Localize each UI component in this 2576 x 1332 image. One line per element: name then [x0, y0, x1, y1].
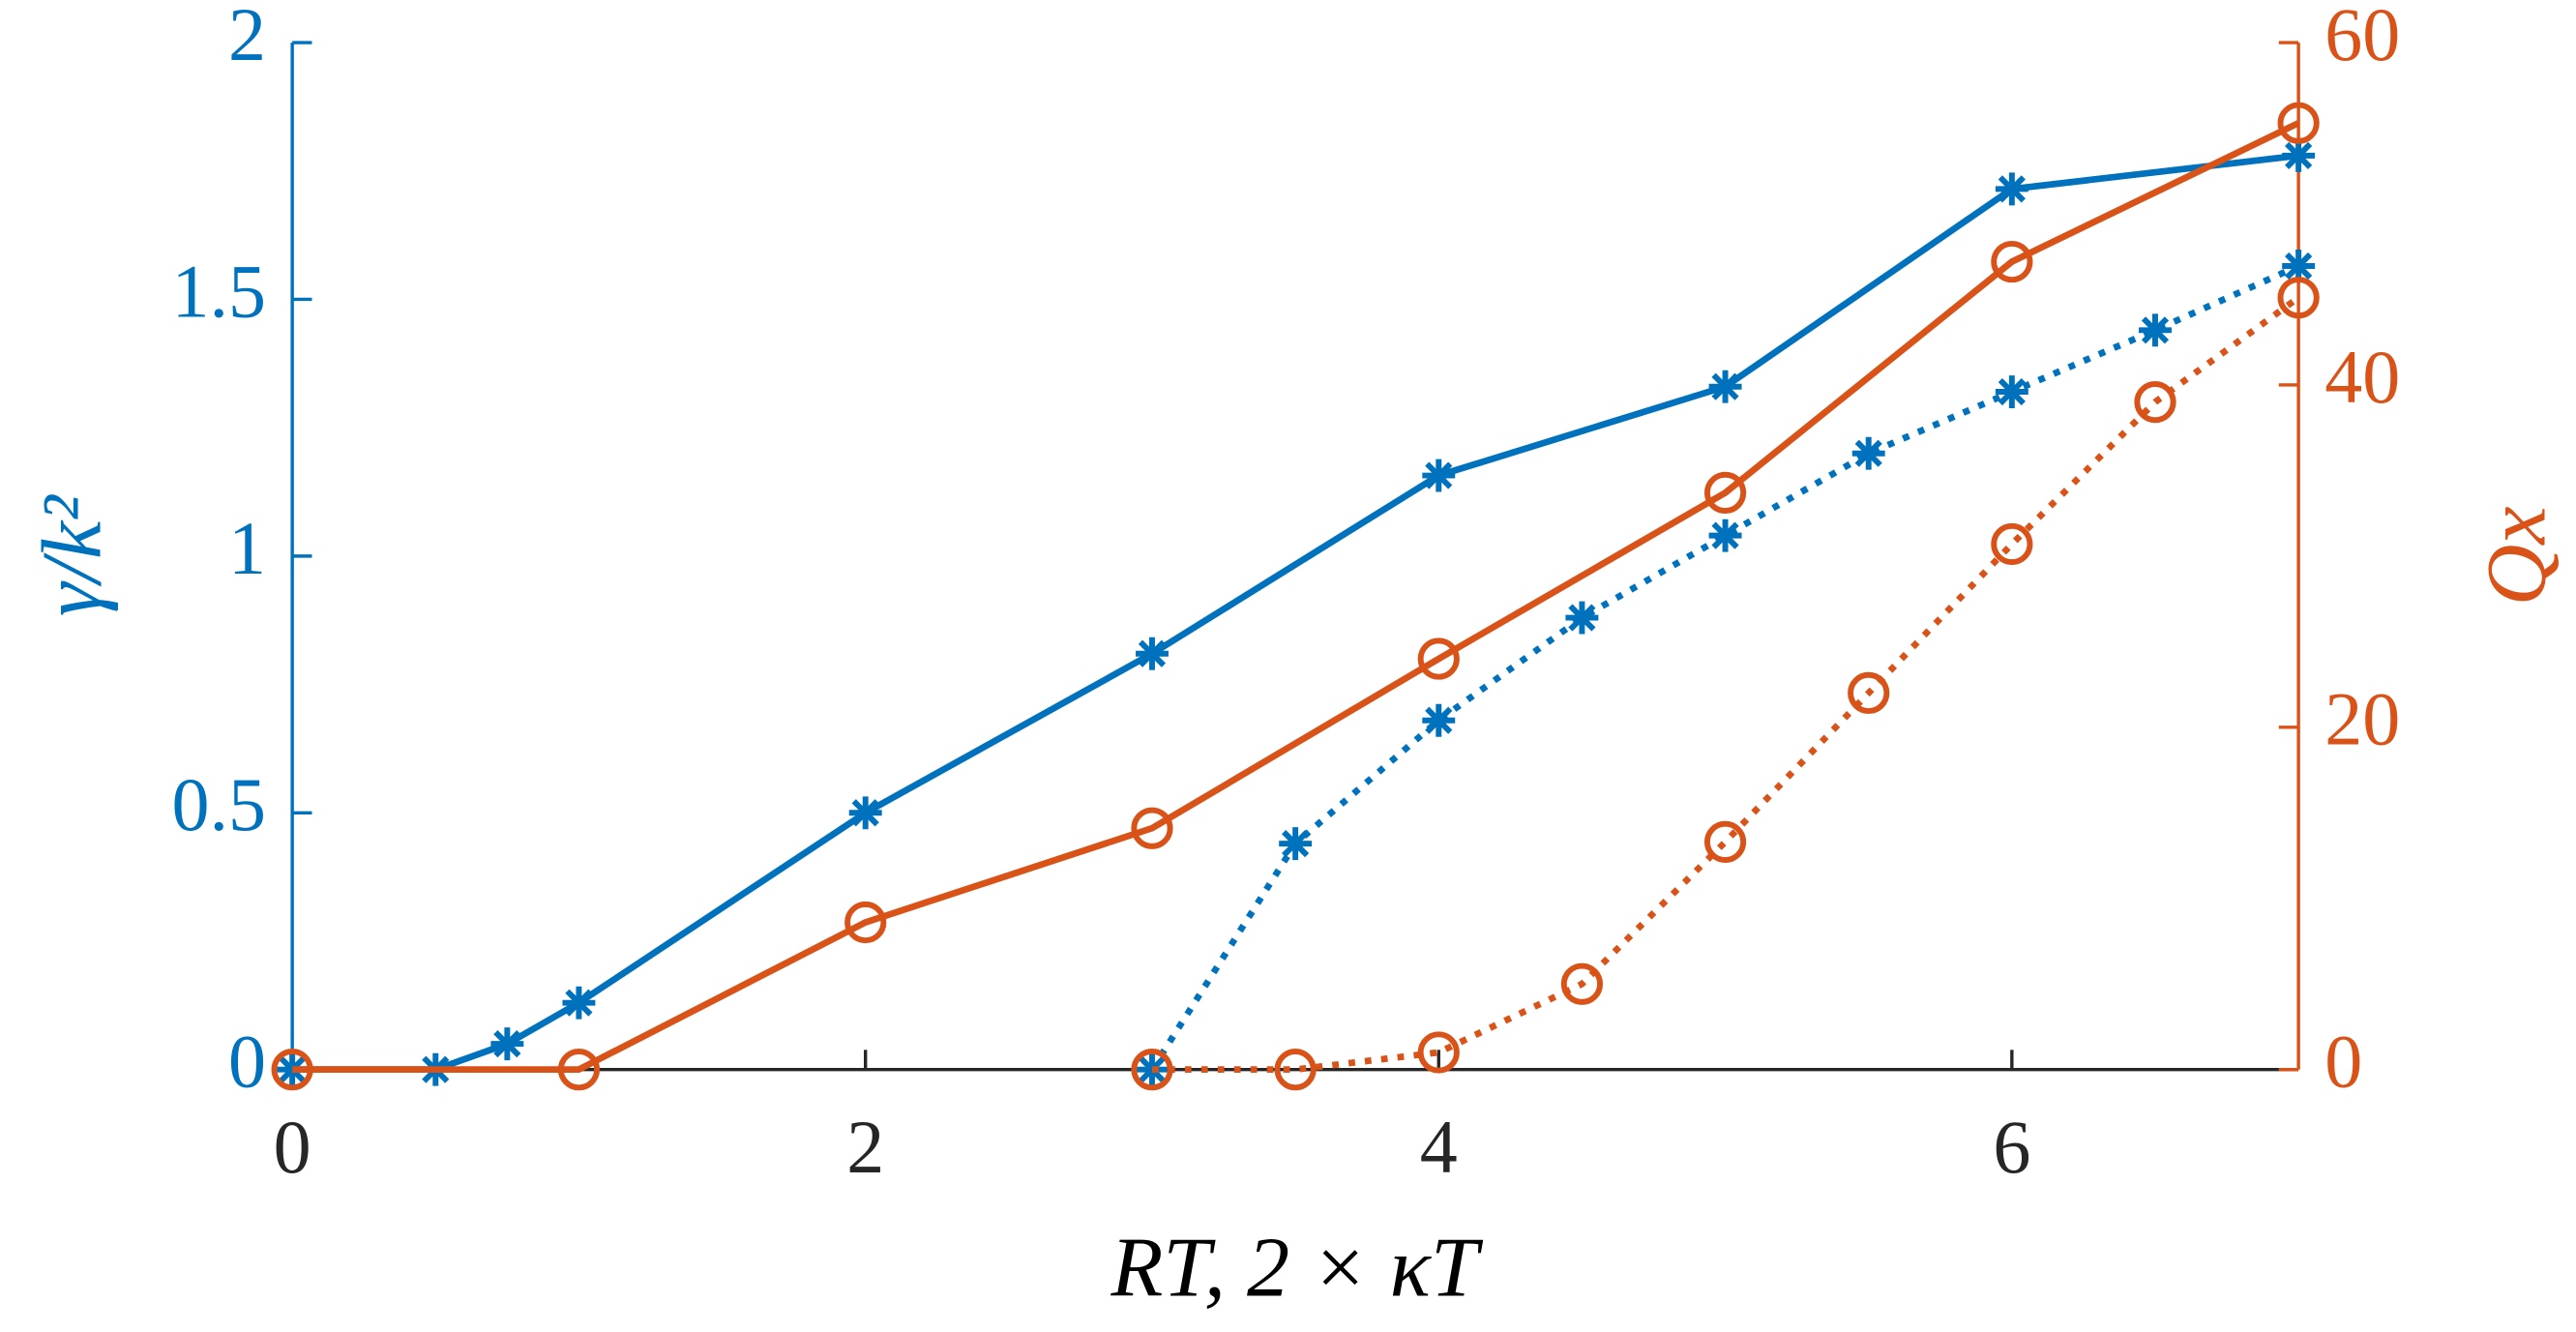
marker: [1995, 375, 2028, 408]
x-axis-label: RT, 2 × κT: [1110, 1221, 1484, 1316]
y-tick-label: 1.5: [172, 249, 266, 333]
y2-axis-label: Qx: [2469, 506, 2563, 606]
y-tick-label: 0: [228, 1020, 266, 1104]
marker-stroke: [1568, 604, 1596, 632]
marker: [1279, 827, 1313, 861]
marker: [271, 1049, 313, 1091]
marker: [490, 1027, 524, 1061]
marker-stroke: [1711, 521, 1739, 549]
y2-tick-label: 0: [2324, 1020, 2362, 1104]
marker: [562, 986, 596, 1020]
y2-tick-label: 60: [2324, 0, 2400, 76]
marker: [2282, 250, 2316, 282]
marker: [1991, 240, 2033, 283]
x-tick-label: 0: [274, 1105, 311, 1189]
marker: [1136, 636, 1169, 670]
marker: [1417, 637, 1460, 680]
marker: [2139, 313, 2172, 347]
marker-stroke: [2285, 252, 2313, 281]
marker: [1703, 471, 1747, 515]
marker-stroke: [493, 1030, 521, 1058]
marker-stroke: [1425, 706, 1453, 734]
series-line: [292, 152, 2299, 1074]
y2-tick-label: 40: [2324, 335, 2400, 419]
marker-stroke: [851, 799, 879, 827]
marker: [2277, 277, 2320, 319]
marker: [1848, 671, 1890, 715]
marker-stroke: [1998, 175, 2026, 203]
y-tick-label: 1: [228, 506, 266, 590]
marker: [1565, 601, 1599, 635]
marker: [1708, 370, 1742, 403]
marker: [848, 796, 882, 830]
marker: [1560, 962, 1604, 1005]
marker: [1708, 518, 1742, 552]
marker: [1131, 1049, 1173, 1091]
marker: [1851, 436, 1885, 470]
marker: [844, 901, 887, 944]
marker: [2277, 102, 2320, 144]
marker: [1422, 459, 1456, 492]
x-tick-label: 2: [846, 1105, 884, 1189]
y-axis-label: γ/k²: [25, 494, 120, 616]
marker-stroke: [1998, 377, 2026, 406]
marker-stroke: [1425, 461, 1453, 489]
marker: [1995, 172, 2028, 206]
marker: [1991, 522, 2033, 566]
series-line: [1149, 262, 2300, 1072]
marker: [1703, 820, 1747, 863]
marker: [1422, 703, 1456, 737]
marker-stroke: [1854, 439, 1882, 467]
marker-stroke: [565, 989, 593, 1017]
marker-stroke: [2285, 141, 2313, 169]
series-line: [1151, 294, 2301, 1074]
series-line: [292, 120, 2300, 1074]
marker-stroke: [1711, 372, 1739, 400]
marker: [1417, 1031, 1460, 1074]
marker: [2134, 381, 2176, 424]
y-tick-label: 0.5: [172, 762, 266, 846]
marker: [1274, 1049, 1317, 1091]
y-tick-label: 2: [228, 0, 266, 76]
marker: [557, 1049, 601, 1091]
marker-stroke: [2141, 316, 2170, 344]
marker: [2282, 138, 2316, 172]
x-tick-label: 6: [1993, 1105, 2030, 1189]
marker: [1131, 807, 1173, 849]
y2-tick-label: 20: [2324, 677, 2400, 761]
x-tick-label: 4: [1420, 1105, 1458, 1189]
marker-stroke: [1138, 639, 1167, 667]
marker-stroke: [1282, 830, 1310, 858]
